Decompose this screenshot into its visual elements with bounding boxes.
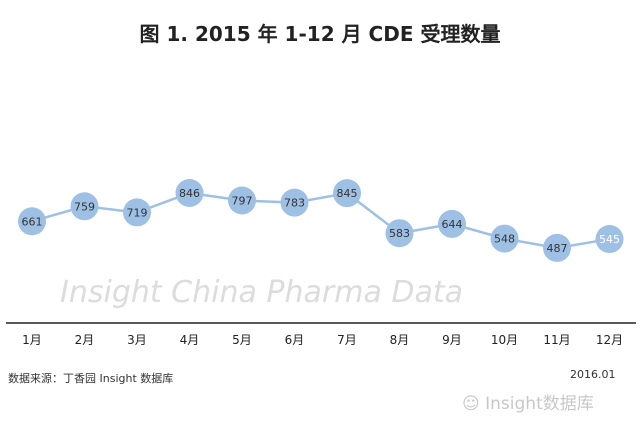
line-chart: Insight China Pharma Data 661 1月 759 2月 719 3… — [6, 179, 636, 347]
brand-logo: ☺ Insight数据库 — [462, 394, 594, 414]
data-label: 583 — [389, 227, 410, 240]
data-label: 846 — [179, 187, 200, 200]
data-point — [543, 233, 571, 262]
data-label: 487 — [547, 242, 568, 255]
data-label: 759 — [74, 200, 95, 213]
x-tick-label: 5月 — [232, 333, 252, 347]
data-label: 797 — [232, 194, 253, 207]
data-point — [595, 225, 624, 254]
date-note: 2016.01 — [570, 368, 616, 381]
data-label: 661 — [22, 215, 43, 228]
data-point — [123, 198, 151, 227]
series-line — [31, 191, 610, 250]
data-point — [228, 186, 256, 215]
data-label: 644 — [442, 218, 463, 231]
data-point — [280, 188, 309, 217]
data-point — [333, 179, 361, 208]
data-label: 845 — [337, 187, 358, 200]
data-point — [70, 192, 99, 221]
data-point — [438, 209, 466, 238]
data-point — [490, 224, 519, 253]
chart-title: 图 1. 2015 年 1-12 月 CDE 受理数量 — [139, 22, 501, 46]
data-point — [18, 207, 46, 236]
x-tick-label: 7月 — [337, 333, 357, 347]
x-tick-label: 8月 — [390, 333, 410, 347]
data-label: 548 — [494, 233, 515, 246]
source-note: 数据来源：丁香园 Insight 数据库 — [8, 372, 174, 385]
x-tick-label: 1月 — [22, 333, 42, 347]
watermark: Insight China Pharma Data — [60, 275, 463, 310]
x-tick-label: 10月 — [491, 333, 518, 347]
x-tick-label: 11月 — [543, 333, 570, 347]
x-tick-label: 12月 — [596, 333, 623, 347]
brand-text: Insight数据库 — [485, 394, 594, 414]
data-label: 783 — [284, 197, 305, 210]
x-tick-label: 2月 — [75, 333, 95, 347]
x-tick-label: 9月 — [442, 333, 462, 347]
wechat-icon: ☺ — [462, 394, 480, 414]
data-label: 719 — [127, 206, 148, 219]
data-point — [385, 219, 414, 248]
data-label: 545 — [599, 233, 620, 246]
x-tick-label: 3月 — [127, 333, 147, 347]
x-tick-label: 4月 — [180, 333, 200, 347]
data-point — [175, 179, 204, 207]
x-tick-label: 6月 — [285, 333, 305, 347]
